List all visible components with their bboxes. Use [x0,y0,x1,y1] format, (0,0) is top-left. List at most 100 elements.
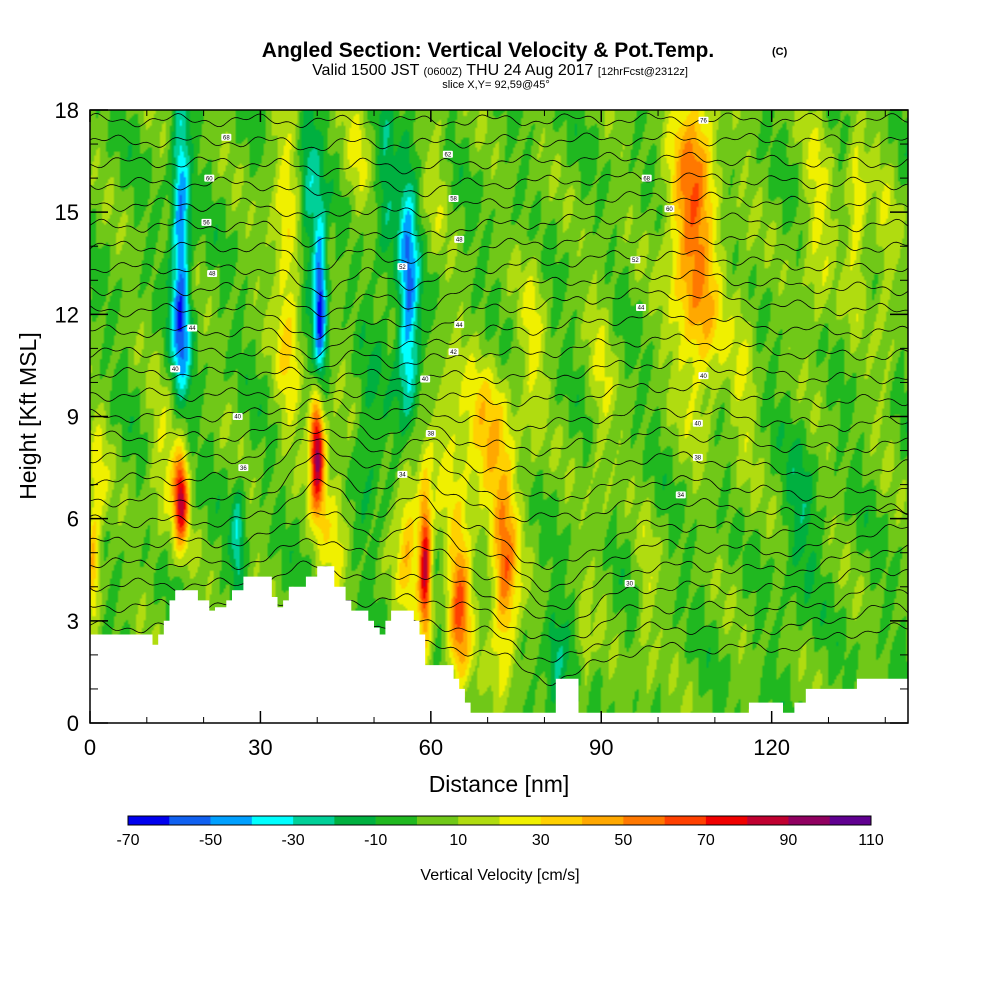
colorbar-swatch [293,816,335,825]
colorbar-swatch [582,816,624,825]
contour-label: 34 [397,470,408,479]
colorbar-swatch [416,816,459,825]
colorbar-swatch [829,816,872,825]
colorbar-swatch [375,816,418,825]
contour-label: 48 [454,235,465,244]
svg-text:40: 40 [694,422,701,428]
y-tick-label: 0 [67,711,79,736]
isentrope-line [90,478,908,571]
svg-text:56: 56 [203,221,210,227]
contour-label: 40 [692,419,703,428]
svg-text:34: 34 [677,493,684,499]
x-tick-label: 0 [84,735,96,760]
svg-text:40: 40 [172,367,179,373]
contour-label: 68 [641,174,652,182]
x-tick-label: 30 [248,735,272,760]
chart-title-unit: (C) [772,46,788,58]
contour-label: 40 [698,372,709,380]
contour-label: 42 [448,348,459,356]
contour-label: 44 [454,321,465,329]
isentrope-line [90,228,908,272]
y-tick-label: 15 [55,200,79,225]
contour-label: 56 [201,218,212,227]
colorbar-tick-label: -50 [199,832,222,849]
svg-text:40: 40 [234,415,241,421]
colorbar: -70 -50 -30 -10 10 30 50 70 90 110 [116,815,884,849]
plot-area: 68 60 56 48 44 40 40 36 62 58 48 52 44 42 40 38 34 76 68 60… [90,92,908,723]
contour-label: 48 [207,269,218,278]
svg-text:30: 30 [626,582,633,588]
y-tick-label: 3 [67,609,79,634]
isentrope-line [90,453,908,523]
colorbar-swatch [499,816,542,825]
contour-label: 36 [238,464,249,472]
colorbar-swatch [664,816,707,825]
y-tick-label: 6 [67,507,79,532]
contour-labels: 68 60 56 48 44 40 40 36 62 58 48 52 44 42 40 38 34 76 68 60… [170,116,709,588]
contour-label: 38 [692,453,703,462]
svg-text:48: 48 [209,272,216,278]
contour-label: 60 [664,205,675,213]
svg-text:52: 52 [399,265,406,271]
svg-text:38: 38 [427,432,434,438]
y-tick-label: 12 [55,302,79,327]
colorbar-swatch [128,816,170,825]
terrain-mask [90,566,908,723]
svg-text:38: 38 [694,456,701,462]
svg-text:62: 62 [445,152,452,158]
contour-label: 40 [232,413,243,421]
contour-label: 34 [675,491,686,499]
colorbar-tick-label: -10 [364,832,387,849]
contour-label: 68 [221,133,232,141]
svg-text:40: 40 [700,374,707,380]
colorbar-swatch [788,816,831,825]
colorbar-swatch [623,816,665,825]
svg-text:34: 34 [399,473,406,479]
colorbar-tick-label: 50 [614,832,632,849]
colorbar-tick-label: 70 [697,832,715,849]
isentrope-line [90,191,908,219]
svg-text:68: 68 [643,176,650,182]
colorbar-tick-label: 30 [532,832,550,849]
svg-text:48: 48 [456,238,463,244]
colorbar-swatch [458,816,500,825]
isentrope-line [90,250,908,298]
isentrope-line [90,560,908,628]
isentrope-line [90,411,908,457]
svg-text:40: 40 [422,377,429,383]
isentrope-line [90,333,908,373]
svg-text:60: 60 [666,207,673,213]
colorbar-swatch [705,816,748,825]
contour-label: 44 [187,324,198,332]
x-tick-label: 90 [589,735,613,760]
colorbar-title: Vertical Velocity [cm/s] [420,867,579,884]
colorbar-swatch [540,816,583,825]
contour-label: 62 [442,150,453,158]
isentrope-line [90,112,908,128]
contour-label: 76 [698,116,709,124]
y-tick-label: 9 [67,405,79,430]
contour-label: 38 [425,430,436,438]
colorbar-tick-label: 110 [858,832,884,849]
isentrope-line [90,309,908,360]
contour-label: 30 [624,579,635,588]
x-axis-label: Distance [nm] [429,771,570,797]
svg-text:58: 58 [450,197,457,203]
isentrope-line [90,438,908,502]
svg-text:52: 52 [632,258,639,264]
contour-label: 40 [420,375,431,383]
colorbar-tick-label: 10 [449,832,467,849]
svg-text:68: 68 [223,135,230,141]
contour-label: 40 [170,365,181,373]
svg-text:42: 42 [450,350,457,356]
isentrope-line [90,511,908,593]
isentrope-line [90,92,908,106]
isentrope-line [90,131,908,152]
contour-label: 58 [448,195,459,203]
y-axis-label: Height [Kft MSL] [15,332,41,499]
contour-label: 60 [204,174,215,182]
y-tick-label: 18 [55,98,79,123]
colorbar-swatch [169,816,211,825]
